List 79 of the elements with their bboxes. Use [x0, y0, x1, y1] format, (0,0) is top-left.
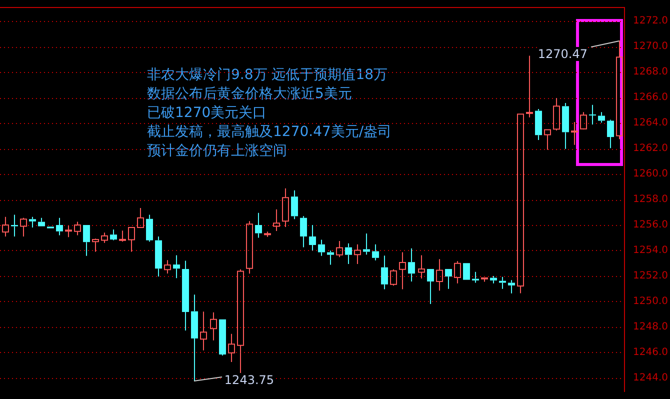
y-tick-label: 1260.0 — [633, 168, 668, 180]
candlestick — [345, 242, 352, 265]
candlestick — [83, 224, 90, 256]
candlestick — [445, 268, 452, 290]
candlestick — [219, 319, 226, 356]
candlestick — [191, 294, 198, 382]
candlestick — [119, 230, 126, 242]
annotation: 数据公布后黄金价格大涨近5美元 — [147, 85, 353, 104]
y-tick-label: 1266.0 — [633, 92, 668, 104]
candlestick — [38, 217, 45, 226]
candlestick — [454, 260, 461, 284]
y-tick-label: 1252.0 — [633, 270, 668, 282]
y-tick-label: 1258.0 — [633, 194, 668, 206]
y-tick-label: 1250.0 — [633, 296, 668, 308]
candlestick — [273, 208, 280, 232]
annotation: 预计金价仍有上涨空间 — [147, 142, 288, 161]
candlestick — [29, 216, 36, 228]
candlestick — [372, 244, 379, 261]
y-tick-label: 1272.0 — [633, 16, 668, 27]
candlestick — [92, 238, 99, 252]
candlestick — [571, 121, 578, 146]
candlestick — [490, 275, 497, 284]
candlestick — [616, 40, 623, 140]
candlestick — [598, 112, 605, 124]
candlestick — [210, 312, 217, 341]
candlestick — [589, 104, 596, 126]
candlestick — [56, 217, 63, 236]
candlestick — [436, 258, 443, 292]
candlestick — [526, 55, 533, 118]
annotation: 1270.47 — [538, 46, 588, 61]
y-tick-label: 1254.0 — [633, 245, 668, 256]
candlestick — [11, 214, 18, 237]
candlestick — [200, 311, 207, 351]
y-tick-label: 1244.0 — [633, 372, 668, 384]
candlestick — [2, 216, 9, 237]
candlestick — [291, 190, 298, 220]
candlestick — [110, 228, 117, 241]
candlestick — [607, 119, 614, 149]
y-tick-label: 1256.0 — [633, 220, 668, 231]
annotation: 1243.75 — [224, 373, 274, 388]
candlestick — [155, 236, 162, 277]
candlestick — [20, 217, 27, 237]
candlestick — [309, 224, 316, 251]
y-tick-label: 1246.0 — [633, 347, 668, 358]
candlestick — [562, 102, 569, 150]
candlestick — [137, 208, 144, 228]
candlestick — [427, 268, 434, 305]
candlestick — [164, 260, 171, 274]
candlestick — [553, 98, 560, 132]
candlestick — [300, 216, 307, 248]
candlestick — [472, 271, 479, 284]
y-tick-label: 1268.0 — [633, 66, 668, 78]
candlestick — [363, 233, 370, 256]
candlestick — [408, 248, 415, 282]
candlestick — [228, 333, 235, 363]
candlestick — [318, 239, 325, 256]
candlestick — [128, 227, 135, 252]
candlestick — [517, 114, 524, 294]
candlestick — [173, 254, 180, 279]
candlestick — [282, 188, 289, 228]
annotation: 截止发稿，最高触及1270.47美元/盎司 — [147, 123, 392, 142]
annotation: 已破1270美元关口 — [147, 104, 268, 123]
y-tick-label: 1262.0 — [633, 143, 668, 154]
candlestick — [354, 244, 361, 265]
candlestick — [399, 252, 406, 290]
y-tick-label: 1270.0 — [633, 41, 668, 52]
candlestick — [65, 225, 72, 238]
candlestick — [182, 260, 189, 332]
candlestick — [237, 268, 244, 374]
candlestick — [255, 212, 262, 238]
candlestick — [418, 254, 425, 280]
candlestick — [146, 214, 153, 242]
candlestick — [535, 108, 542, 140]
candlestick — [381, 255, 388, 290]
y-tick-label: 1264.0 — [633, 118, 668, 129]
candlestick — [327, 250, 334, 266]
candlestick — [508, 280, 515, 294]
y-tick-label: 1248.0 — [633, 322, 668, 333]
candlestick — [544, 129, 551, 150]
